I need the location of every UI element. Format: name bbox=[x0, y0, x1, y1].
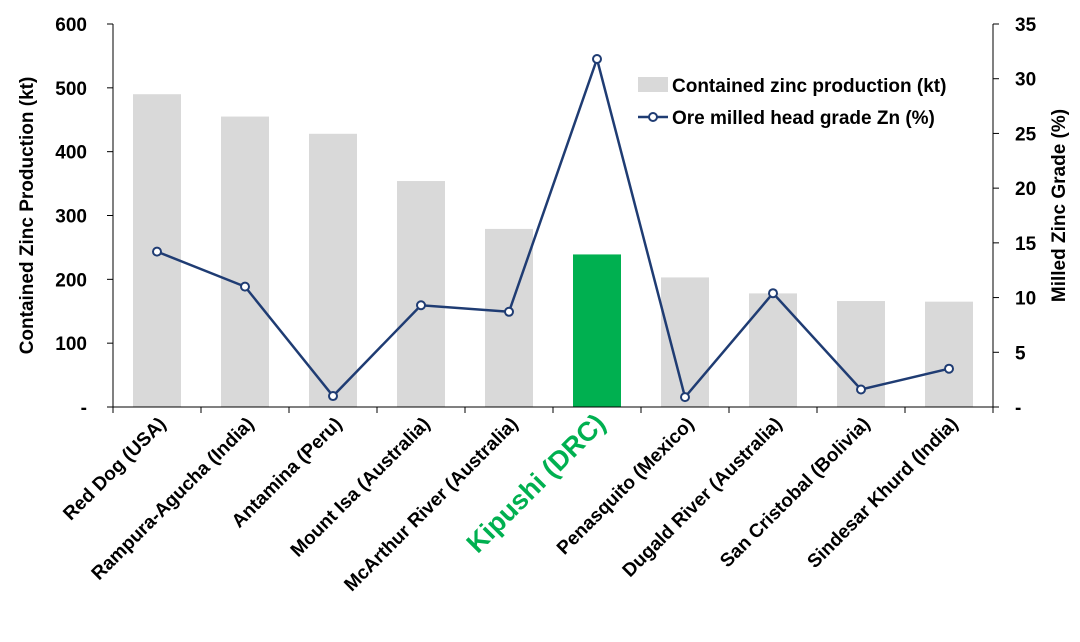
left-tick-label-3: 300 bbox=[55, 207, 87, 228]
axes-layer bbox=[107, 23, 999, 413]
right-tick-label-6: 30 bbox=[1015, 70, 1036, 91]
bar-9 bbox=[925, 301, 973, 407]
right-tick-label-0: - bbox=[1015, 398, 1021, 419]
bars-layer bbox=[133, 94, 973, 407]
left-tick-label-4: 400 bbox=[55, 143, 87, 164]
bar-4 bbox=[485, 228, 533, 407]
bar-1 bbox=[221, 116, 269, 407]
category-label-7: Dugald River (Australia) bbox=[619, 414, 787, 582]
left-tick-label-5: 500 bbox=[55, 79, 87, 100]
category-label-9: Sindesar Khurd (India) bbox=[804, 414, 963, 573]
right-tick-label-1: 5 bbox=[1015, 343, 1026, 364]
grade-point-1 bbox=[240, 281, 250, 292]
bar-3 bbox=[397, 181, 445, 407]
bar-2 bbox=[309, 133, 357, 407]
bar-5 bbox=[573, 254, 621, 407]
grade-point-6 bbox=[680, 392, 690, 403]
right-axis-title: Milled Zinc Grade (%) bbox=[1049, 109, 1070, 302]
category-label-1: Rampura-Agucha (India) bbox=[88, 414, 259, 585]
grade-point-4 bbox=[504, 306, 514, 317]
left-axis-title: Contained Zinc Production (kt) bbox=[17, 77, 38, 355]
right-tick-label-5: 25 bbox=[1015, 124, 1037, 145]
grade-point-8 bbox=[856, 384, 866, 395]
grade-point-0 bbox=[152, 246, 162, 257]
category-label-8: San Cristobal (Bolivia) bbox=[716, 414, 874, 572]
legend-label-production: Contained zinc production (kt) bbox=[672, 76, 946, 97]
grade-point-3 bbox=[416, 300, 426, 311]
grade-point-2 bbox=[328, 391, 338, 402]
legend-label-grade: Ore milled head grade Zn (%) bbox=[672, 108, 935, 129]
left-tick-label-6: 600 bbox=[55, 15, 87, 36]
legend: Contained zinc production (kt) Ore mille… bbox=[638, 76, 946, 129]
left-tick-label-1: 100 bbox=[55, 334, 87, 355]
grade-point-7 bbox=[768, 288, 778, 299]
legend-swatch-bar bbox=[638, 77, 668, 92]
right-tick-label-3: 15 bbox=[1015, 234, 1037, 255]
grade-point-9 bbox=[944, 363, 954, 374]
right-tick-label-4: 20 bbox=[1015, 179, 1036, 200]
grade-line bbox=[156, 54, 950, 400]
left-tick-label-0: - bbox=[81, 398, 87, 419]
bar-6 bbox=[661, 277, 709, 407]
left-tick-label-2: 200 bbox=[55, 270, 87, 291]
grade-line-layer bbox=[152, 54, 954, 403]
legend-swatch-marker bbox=[648, 112, 658, 122]
grade-point-5 bbox=[592, 54, 602, 65]
right-tick-label-2: 10 bbox=[1015, 289, 1036, 310]
right-tick-label-7: 35 bbox=[1015, 15, 1037, 36]
